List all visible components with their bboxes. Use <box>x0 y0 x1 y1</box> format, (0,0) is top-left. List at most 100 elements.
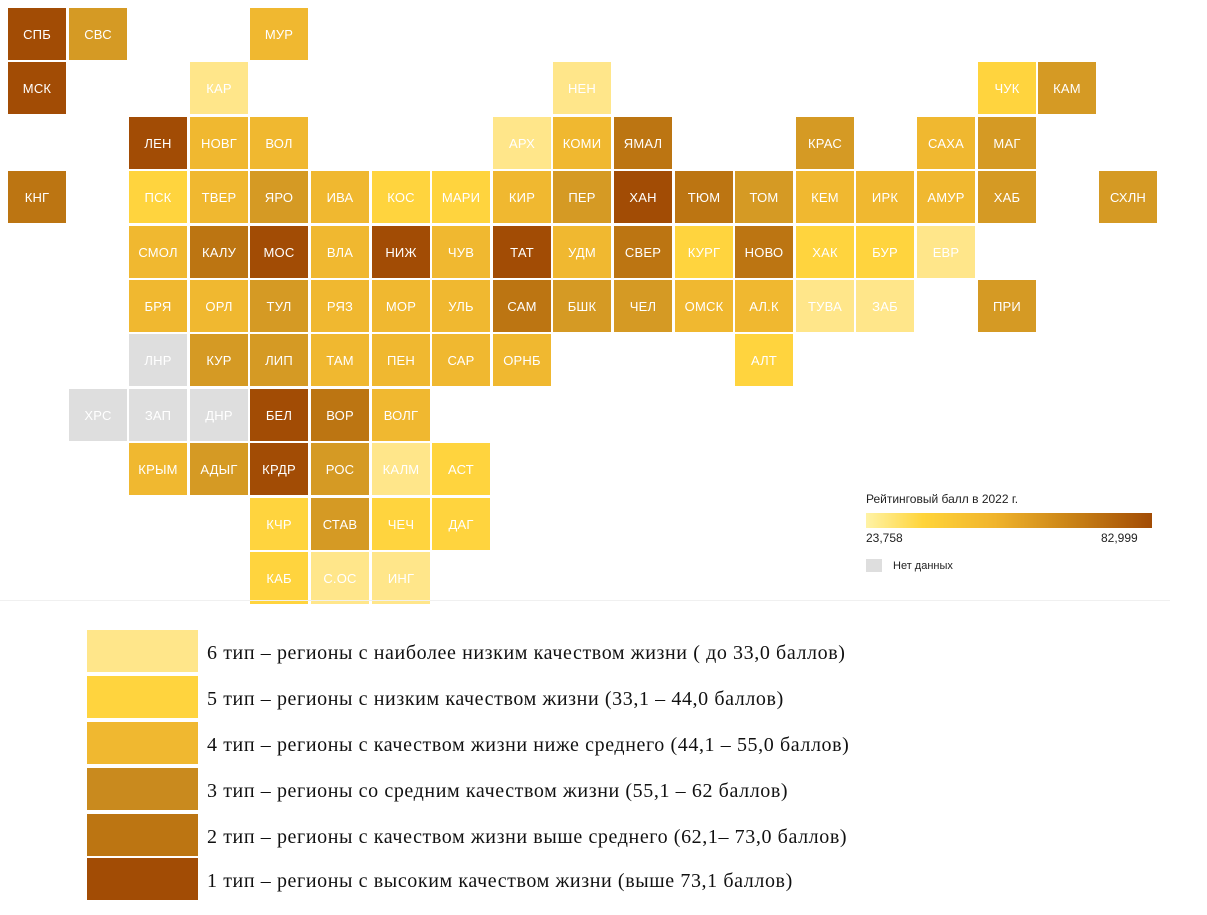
region-tile: ДАГ <box>432 498 490 550</box>
region-tile: ИВА <box>311 171 369 223</box>
region-tile: КУР <box>190 334 248 386</box>
region-tile: АРХ <box>493 117 551 169</box>
region-tile: УДМ <box>553 226 611 278</box>
legend-swatch <box>87 630 198 672</box>
region-tile: КЕМ <box>796 171 854 223</box>
region-tile: ЧЕЛ <box>614 280 672 332</box>
region-tile: МАГ <box>978 117 1036 169</box>
region-tile: ПСК <box>129 171 187 223</box>
region-tile: ОРЛ <box>190 280 248 332</box>
legend-text: 1 тип – регионы с высоким качеством жизн… <box>207 870 793 892</box>
legend-swatch <box>87 722 198 764</box>
region-tile: КАЛУ <box>190 226 248 278</box>
legend-row-6: 6 тип – регионы с наиболее низким качест… <box>87 630 1187 672</box>
no-data-label: Нет данных <box>893 560 953 572</box>
region-tile: НИЖ <box>372 226 430 278</box>
region-tile: НЕН <box>553 62 611 114</box>
legend-text: 2 тип – регионы с качеством жизни выше с… <box>207 826 848 848</box>
legend-swatch <box>87 858 198 900</box>
region-tile: ЯРО <box>250 171 308 223</box>
region-tile: БЕЛ <box>250 389 308 441</box>
region-tile: МУР <box>250 8 308 60</box>
region-tile: КАБ <box>250 552 308 604</box>
region-tile: АМУР <box>917 171 975 223</box>
legend-row-3: 3 тип – регионы со средним качеством жиз… <box>87 768 1187 810</box>
region-tile: ЛИП <box>250 334 308 386</box>
region-tile: КУРГ <box>675 226 733 278</box>
region-tile: САМ <box>493 280 551 332</box>
region-tile: С.ОС <box>311 552 369 604</box>
legend-row-2: 2 тип – регионы с качеством жизни выше с… <box>87 814 1187 856</box>
region-tile: СМОЛ <box>129 226 187 278</box>
legend-text: 4 тип – регионы с качеством жизни ниже с… <box>207 734 850 756</box>
region-tile: СТАВ <box>311 498 369 550</box>
region-tile: ЛЕН <box>129 117 187 169</box>
region-tile: ХРС <box>69 389 127 441</box>
region-tile: КРАС <box>796 117 854 169</box>
legend-row-1: 1 тип – регионы с высоким качеством жизн… <box>87 858 1187 900</box>
region-tile: ХАБ <box>978 171 1036 223</box>
legend-swatch <box>87 768 198 810</box>
legend-text: 5 тип – регионы с низким качеством жизни… <box>207 688 784 710</box>
region-tile: ВОР <box>311 389 369 441</box>
region-tile: ОМСК <box>675 280 733 332</box>
no-data-swatch <box>866 559 882 572</box>
region-tile: АЛТ <box>735 334 793 386</box>
legend-text: 6 тип – регионы с наиболее низким качест… <box>207 642 846 664</box>
region-tile: СВС <box>69 8 127 60</box>
region-tile: ВОЛГ <box>372 389 430 441</box>
region-tile: ЯМАЛ <box>614 117 672 169</box>
divider <box>0 600 1170 601</box>
scale-max-label: 82,999 <box>1101 531 1138 545</box>
legend-row-4: 4 тип – регионы с качеством жизни ниже с… <box>87 722 1187 764</box>
region-tile: ЕВР <box>917 226 975 278</box>
region-tile: МСК <box>8 62 66 114</box>
region-tile: РЯЗ <box>311 280 369 332</box>
region-tile: МАРИ <box>432 171 490 223</box>
region-tile: ТУЛ <box>250 280 308 332</box>
region-tile: УЛЬ <box>432 280 490 332</box>
region-tile: ИРК <box>856 171 914 223</box>
scale-gradient-bar <box>866 513 1152 528</box>
legend-swatch <box>87 676 198 718</box>
region-tile: ХАН <box>614 171 672 223</box>
region-tile: ПЕР <box>553 171 611 223</box>
region-tile: АЛ.К <box>735 280 793 332</box>
region-tile: БШК <box>553 280 611 332</box>
scale-min-label: 23,758 <box>866 531 903 545</box>
region-tile: КАМ <box>1038 62 1096 114</box>
region-tile: ЗАП <box>129 389 187 441</box>
region-tile: ТЮМ <box>675 171 733 223</box>
region-tile: ЧУК <box>978 62 1036 114</box>
region-tile: ТАТ <box>493 226 551 278</box>
region-tile: АСТ <box>432 443 490 495</box>
region-tile: КИР <box>493 171 551 223</box>
region-tile: ПЕН <box>372 334 430 386</box>
region-tile: КРДР <box>250 443 308 495</box>
region-tile: РОС <box>311 443 369 495</box>
region-tile: ВЛА <box>311 226 369 278</box>
legend-text: 3 тип – регионы со средним качеством жиз… <box>207 780 789 802</box>
region-tile: КЧР <box>250 498 308 550</box>
legend-row-5: 5 тип – регионы с низким качеством жизни… <box>87 676 1187 718</box>
region-tile: МОР <box>372 280 430 332</box>
region-tile: КНГ <box>8 171 66 223</box>
region-tile: ТВЕР <box>190 171 248 223</box>
region-tile: КАР <box>190 62 248 114</box>
region-tile: ЧУВ <box>432 226 490 278</box>
region-tile: БУР <box>856 226 914 278</box>
region-tile: КОС <box>372 171 430 223</box>
region-tile: ТАМ <box>311 334 369 386</box>
scale-title: Рейтинговый балл в 2022 г. <box>866 492 1019 506</box>
region-tile: САХА <box>917 117 975 169</box>
region-tile: ЗАБ <box>856 280 914 332</box>
tile-map: СПБ СВС МУР МСК КАР НЕН ЧУК КАМ ЛЕН НОВГ ВОЛ АРХ КОМ… <box>8 8 1157 604</box>
legend-swatch <box>87 814 198 856</box>
region-tile: СХЛН <box>1099 171 1157 223</box>
region-tile: ДНР <box>190 389 248 441</box>
region-tile: СВЕР <box>614 226 672 278</box>
region-tile: ОРНБ <box>493 334 551 386</box>
region-tile: КРЫМ <box>129 443 187 495</box>
region-tile: ТУВА <box>796 280 854 332</box>
region-tile: ТОМ <box>735 171 793 223</box>
